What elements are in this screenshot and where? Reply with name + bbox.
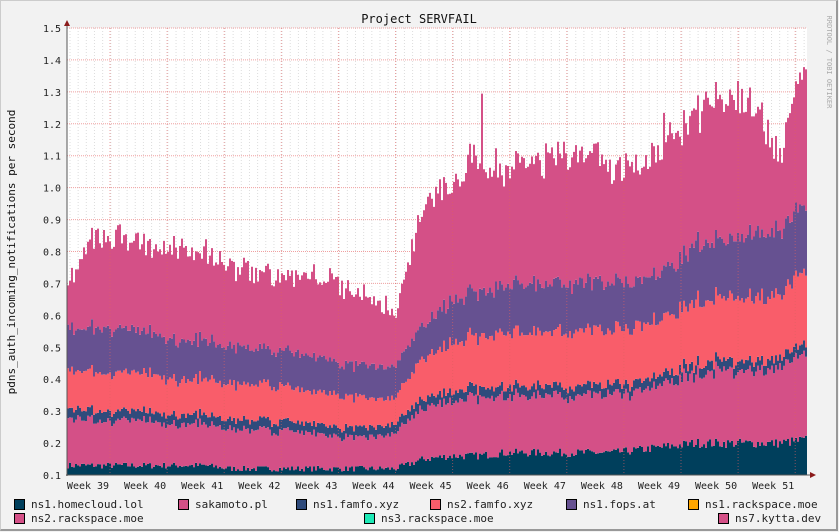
legend-item: ns1.rackspace.moe	[688, 498, 818, 511]
area-sakamoto-pl	[67, 350, 807, 472]
x-tick-label: Week 46	[467, 481, 509, 492]
y-tick-label: 0.7	[43, 279, 61, 290]
x-tick-label: Week 45	[410, 481, 452, 492]
area-ns1-homecloud-lol	[67, 435, 807, 475]
legend-swatch	[718, 513, 729, 524]
x-axis-arrow-icon	[810, 472, 816, 478]
x-tick-label: Week 51	[752, 481, 794, 492]
y-tick-label: 0.6	[43, 311, 61, 322]
x-tick-label: Week 42	[238, 481, 280, 492]
y-ticks: 0.1 0.2 0.3 0.4 0.5 0.6 0.7 0.8 0.9 1.0 1.1 1.2 1.3 1…	[43, 24, 61, 482]
x-tick-label: Week 43	[295, 481, 337, 492]
area-ns1-fops-at	[67, 202, 807, 403]
legend-label: sakamoto.pl	[195, 498, 268, 511]
legend-label: ns3.rackspace.moe	[381, 512, 494, 525]
y-tick-label: 0.1	[43, 471, 61, 482]
legend-item: ns7.kytta.dev	[718, 512, 821, 525]
x-tick-label: Week 40	[124, 481, 166, 492]
legend-swatch	[688, 499, 699, 510]
x-tick-label: Week 48	[581, 481, 623, 492]
legend-label: ns1.famfo.xyz	[313, 498, 400, 511]
y-tick-label: 0.5	[43, 343, 61, 354]
y-tick-label: 1.1	[43, 152, 61, 163]
x-tick-label: Week 50	[695, 481, 737, 492]
x-tick-label: Week 49	[638, 481, 680, 492]
major-gridlines	[109, 28, 796, 475]
y-tick-label: 1.0	[43, 184, 61, 195]
legend-item: ns2.famfo.xyz	[430, 498, 533, 511]
x-tick-label: Week 39	[67, 481, 109, 492]
y-tick-label: 1.2	[43, 120, 61, 131]
x-ticks: Week 39 Week 40 Week 41 Week 42 Week 43 Week …	[67, 481, 794, 492]
legend-label: ns1.homecloud.lol	[31, 498, 144, 511]
y-axis-label: pdns_auth_incoming_notifications per sec…	[5, 110, 18, 395]
legend-swatch	[430, 499, 441, 510]
y-axis-arrow-icon	[64, 20, 70, 26]
legend-swatch	[14, 513, 25, 524]
legend-item: ns3.rackspace.moe	[364, 512, 494, 525]
y-tick-label: 0.3	[43, 407, 61, 418]
stacked-areas	[67, 67, 807, 475]
x-tick-label: Week 47	[524, 481, 566, 492]
legend-item: ns1.fops.at	[566, 498, 656, 511]
x-tick-label: Week 44	[352, 481, 394, 492]
legend-item: ns1.homecloud.lol	[14, 498, 144, 511]
legend-label: ns2.famfo.xyz	[447, 498, 534, 511]
y-tick-label: 1.5	[43, 24, 61, 35]
legend-label: ns2.rackspace.moe	[31, 512, 144, 525]
y-tick-label: 1.4	[43, 56, 61, 67]
legend-swatch	[178, 499, 189, 510]
x-tick-label: Week 41	[181, 481, 223, 492]
legend-swatch	[14, 499, 25, 510]
legend-label: ns1.fops.at	[583, 498, 656, 511]
legend-swatch	[566, 499, 577, 510]
y-tick-label: 0.2	[43, 439, 61, 450]
legend-swatch	[364, 513, 375, 524]
y-tick-label: 0.4	[43, 375, 61, 386]
legend-label: ns7.kytta.dev	[735, 512, 822, 525]
legend-item: ns1.famfo.xyz	[296, 498, 399, 511]
y-tick-label: 0.9	[43, 216, 61, 227]
area-ns7-kytta-dev	[67, 67, 807, 372]
y-tick-label: 1.3	[43, 88, 61, 99]
legend-item: ns2.rackspace.moe	[14, 512, 144, 525]
watermark: RRDTOOL / TOBI OETIKER	[825, 16, 833, 110]
chart-title: Project SERVFAIL	[361, 12, 477, 26]
legend-swatch	[296, 499, 307, 510]
legend-item: sakamoto.pl	[178, 498, 268, 511]
y-tick-label: 0.8	[43, 248, 61, 259]
legend-label: ns1.rackspace.moe	[705, 498, 818, 511]
